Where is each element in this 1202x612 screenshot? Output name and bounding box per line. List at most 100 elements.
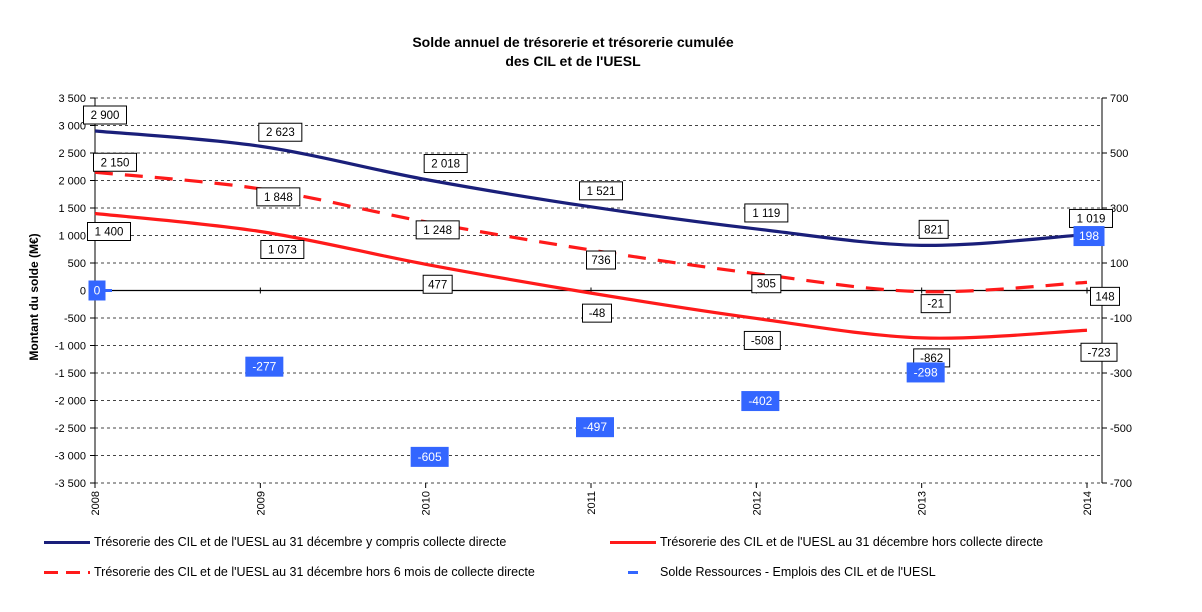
x-tick-label: 2014 — [1082, 491, 1094, 515]
data-label-text: 477 — [428, 279, 447, 291]
y-tick-label: -2 500 — [55, 423, 86, 435]
legend-swatch-1 — [44, 534, 90, 550]
data-label-text: 1 248 — [423, 225, 452, 237]
x-tick-label: 2012 — [751, 491, 763, 515]
legend-item-3: Trésorerie des CIL et de l'UESL au 31 dé… — [44, 564, 535, 580]
marker-label-box — [741, 391, 780, 412]
y-tick-label: 2 000 — [58, 176, 86, 188]
data-label-box — [415, 220, 460, 240]
data-label-text: 2 623 — [266, 127, 295, 139]
data-label-box — [918, 219, 949, 239]
data-label: 1 019 — [1069, 208, 1113, 228]
y2-tick-label: 700 — [1110, 93, 1128, 105]
data-label: -723 — [1080, 342, 1118, 362]
marker-label-text: -277 — [252, 360, 276, 374]
x-tick-label: 2009 — [255, 491, 267, 515]
y-tick-label: -2 000 — [55, 396, 86, 408]
data-label: -48 — [582, 303, 612, 323]
data-label-box — [920, 294, 951, 314]
x-tick-label: 2011 — [586, 491, 598, 515]
data-label: 1 400 — [87, 222, 131, 241]
y-axis-label: Montant du solde (M€) — [27, 233, 41, 360]
y-tick-label: -1 500 — [55, 368, 86, 380]
data-label: 2 150 — [93, 152, 137, 172]
data-label-text: -21 — [927, 299, 944, 311]
y-tick-label: 3 500 — [58, 93, 86, 105]
data-label: 305 — [751, 274, 782, 294]
chart-title: Solde annuel de trésorerie et trésorerie… — [412, 34, 734, 69]
y2-tick-label: -100 — [1110, 313, 1132, 325]
data-label: 148 — [1090, 286, 1120, 306]
data-label-text: 1 848 — [264, 192, 293, 204]
legend-label-4: Solde Ressources - Emplois des CIL et de… — [660, 565, 936, 579]
data-label-box — [743, 330, 781, 350]
data-label: 1 521 — [579, 181, 623, 201]
data-label-text: -48 — [589, 308, 606, 320]
marker-data-label: -298 — [906, 362, 945, 383]
chart-title-line-2: des CIL et de l'UESL — [505, 53, 641, 69]
data-label-box — [87, 222, 131, 241]
data-label-box — [256, 187, 301, 207]
data-label: 2 018 — [423, 154, 468, 174]
marker-label-text: -605 — [418, 450, 442, 464]
y2-tick-label: -300 — [1110, 368, 1132, 380]
legend-label-2: Trésorerie des CIL et de l'UESL au 31 dé… — [660, 535, 1044, 549]
data-label: 477 — [422, 274, 453, 294]
data-label-text: 821 — [924, 224, 943, 236]
y2-tick-label: 100 — [1110, 258, 1128, 270]
data-label-box — [582, 303, 612, 323]
y-tick-label: -500 — [64, 313, 86, 325]
data-label-box — [751, 274, 782, 294]
data-label-text: 305 — [757, 279, 776, 291]
y-tick-label: -3 500 — [55, 478, 86, 490]
x-tick-label: 2013 — [917, 491, 929, 515]
marker-label-box — [906, 362, 945, 383]
data-label: 2 900 — [83, 105, 127, 125]
chart-title-line-1: Solde annuel de trésorerie et trésorerie… — [412, 34, 734, 50]
data-label: 2 623 — [258, 122, 303, 142]
data-labels: 2 900 2 623 2 018 1 521 1 119 821 1 019 1 400 1 … — [83, 105, 1120, 467]
data-label-text: 1 521 — [587, 186, 616, 198]
marker-label-box — [576, 417, 614, 438]
marker-data-label: -497 — [576, 417, 614, 438]
marker-data-label: -402 — [741, 391, 780, 412]
data-label-text: 1 073 — [268, 244, 297, 256]
x-tick-label: 2010 — [421, 491, 433, 515]
marker-label-box — [245, 356, 284, 377]
data-label-text: 1 019 — [1077, 213, 1106, 225]
legend-item-1: Trésorerie des CIL et de l'UESL au 31 dé… — [44, 534, 506, 550]
data-label-box — [258, 122, 303, 142]
data-label-text: 1 400 — [95, 227, 124, 239]
y-tick-label: 0 — [80, 286, 86, 298]
data-label-box — [93, 152, 137, 172]
marker-data-label: -277 — [245, 356, 284, 377]
marker-label-text: -402 — [748, 394, 772, 408]
marker-label-text: 0 — [94, 284, 101, 298]
data-label-box — [423, 154, 468, 174]
legend-item-4: Solde Ressources - Emplois des CIL et de… — [610, 564, 936, 580]
data-label-box — [744, 203, 789, 223]
data-label-text: -723 — [1087, 347, 1110, 359]
legend-swatch-3 — [44, 564, 90, 580]
marker-label-text: -298 — [914, 365, 938, 379]
data-label-box — [260, 239, 305, 259]
series-line-1 — [94, 129, 1088, 247]
y-tick-label: -1 000 — [55, 341, 86, 353]
legend-item-2: Trésorerie des CIL et de l'UESL au 31 dé… — [610, 534, 1043, 550]
data-label: 1 848 — [256, 187, 301, 207]
legend: Trésorerie des CIL et de l'UESL au 31 dé… — [40, 530, 1180, 600]
data-label-text: 2 900 — [91, 110, 120, 122]
y2-tick-label: 500 — [1110, 148, 1128, 160]
data-label-box — [1080, 342, 1118, 362]
marker-label-box — [88, 280, 106, 301]
data-label: -862 — [913, 348, 951, 368]
x-tick-label: 2008 — [90, 491, 102, 515]
y2-tick-label: 300 — [1110, 203, 1128, 215]
data-label-box — [422, 274, 453, 294]
axes: 3 500 3 000 2 500 2 000 1 500 1 000 500 0 -500 -1… — [55, 93, 1132, 515]
marker-data-label: -605 — [410, 446, 449, 467]
data-label: 1 248 — [415, 220, 460, 240]
data-label: 1 073 — [260, 239, 305, 259]
data-label: 1 119 — [744, 203, 789, 223]
data-label-box — [1090, 286, 1120, 306]
